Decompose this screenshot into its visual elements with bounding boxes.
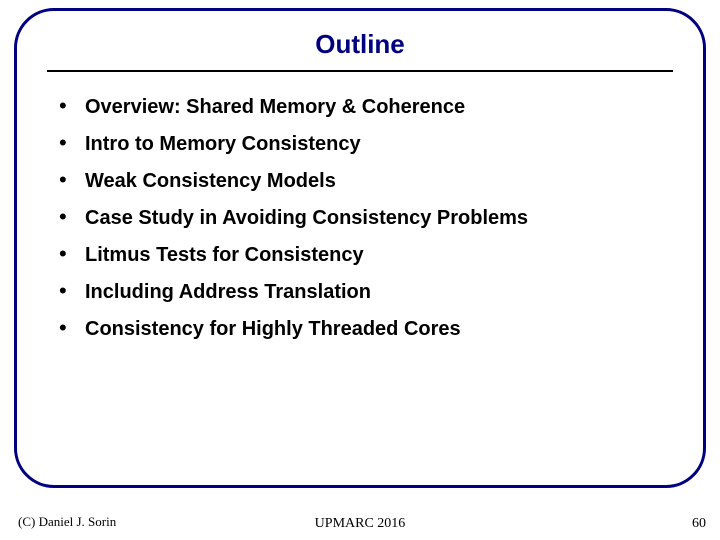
- bullet-text: Litmus Tests for Consistency: [85, 242, 364, 269]
- bullet-text: Weak Consistency Models: [85, 168, 336, 195]
- list-item: • Weak Consistency Models: [59, 168, 703, 195]
- list-item: • Case Study in Avoiding Consistency Pro…: [59, 205, 703, 232]
- bullet-text: Case Study in Avoiding Consistency Probl…: [85, 205, 528, 232]
- bullet-text: Consistency for Highly Threaded Cores: [85, 316, 461, 343]
- bullet-text: Overview: Shared Memory & Coherence: [85, 94, 465, 121]
- list-item: • Intro to Memory Consistency: [59, 131, 703, 158]
- bullet-text: Including Address Translation: [85, 279, 371, 306]
- bullet-text: Intro to Memory Consistency: [85, 131, 361, 158]
- bullet-icon: •: [59, 280, 85, 302]
- slide-title: Outline: [17, 29, 703, 60]
- list-item: • Including Address Translation: [59, 279, 703, 306]
- slide-footer: (C) Daniel J. Sorin UPMARC 2016 60: [0, 508, 720, 532]
- list-item: • Litmus Tests for Consistency: [59, 242, 703, 269]
- slide-frame: Outline • Overview: Shared Memory & Cohe…: [14, 8, 706, 488]
- bullet-list: • Overview: Shared Memory & Coherence • …: [17, 72, 703, 343]
- bullet-icon: •: [59, 169, 85, 191]
- bullet-icon: •: [59, 243, 85, 265]
- bullet-icon: •: [59, 95, 85, 117]
- bullet-icon: •: [59, 132, 85, 154]
- bullet-icon: •: [59, 206, 85, 228]
- conference-text: UPMARC 2016: [0, 516, 720, 532]
- bullet-icon: •: [59, 317, 85, 339]
- list-item: • Consistency for Highly Threaded Cores: [59, 316, 703, 343]
- page-number: 60: [692, 516, 706, 532]
- list-item: • Overview: Shared Memory & Coherence: [59, 94, 703, 121]
